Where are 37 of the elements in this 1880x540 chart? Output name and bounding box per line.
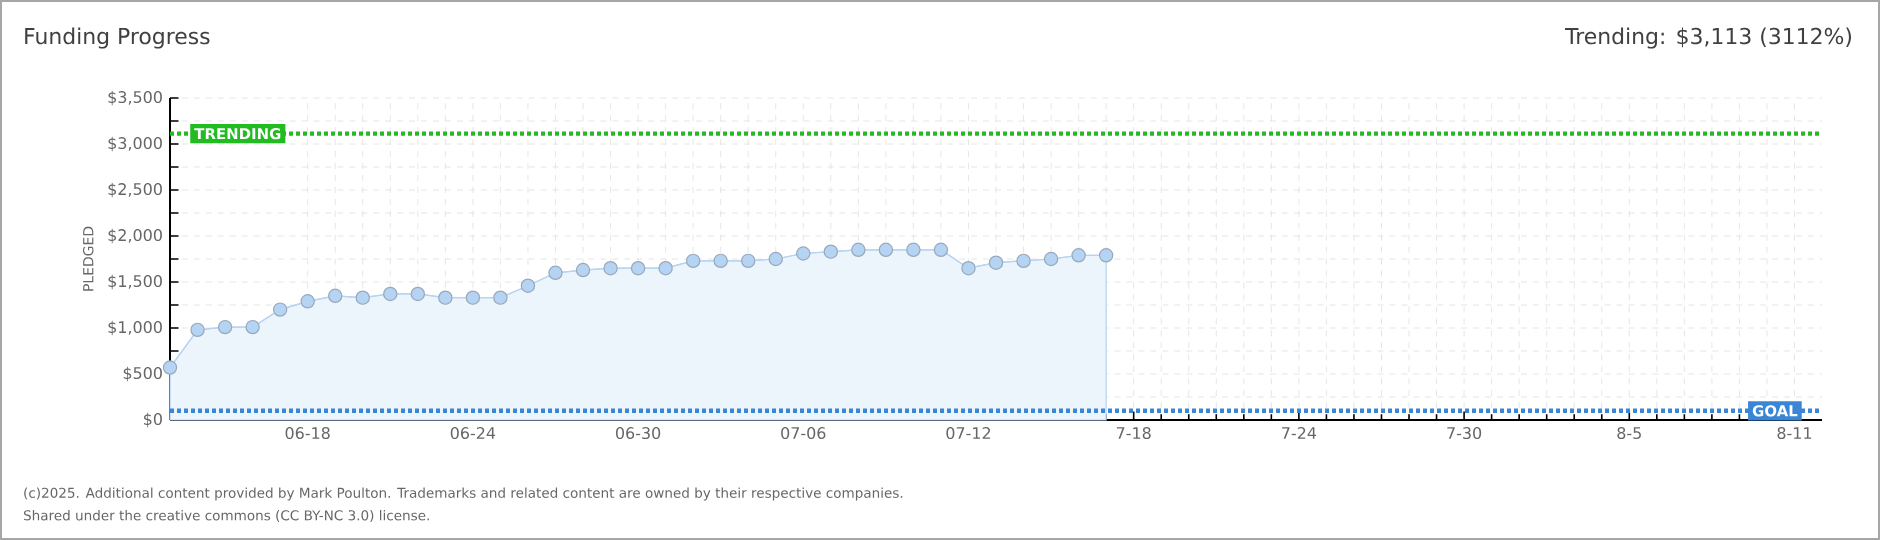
point <box>933 242 949 257</box>
point <box>465 290 481 305</box>
point <box>1098 248 1114 263</box>
point <box>190 322 205 338</box>
point <box>355 290 370 305</box>
point <box>217 319 233 335</box>
point <box>1016 253 1031 269</box>
point <box>328 288 343 303</box>
point <box>520 278 536 293</box>
point <box>988 255 1004 270</box>
point <box>851 242 866 257</box>
point <box>383 286 398 302</box>
point <box>300 294 315 309</box>
point <box>245 319 260 335</box>
point <box>438 290 453 305</box>
point <box>906 242 921 257</box>
point <box>548 265 563 280</box>
point <box>410 286 426 302</box>
point <box>685 253 701 269</box>
chart-subtitle: Trending: $3,113 (3112%) <box>1564 27 1852 49</box>
point <box>878 242 894 257</box>
point <box>603 261 618 276</box>
chart-title: Funding Progress <box>25 27 210 49</box>
point <box>162 360 178 375</box>
point <box>1071 248 1086 263</box>
point <box>575 262 591 278</box>
point <box>796 246 811 261</box>
point <box>823 244 839 259</box>
point <box>272 302 288 317</box>
point <box>768 251 783 267</box>
point <box>1043 251 1059 267</box>
point <box>741 253 756 269</box>
point <box>630 261 646 276</box>
point <box>961 261 976 276</box>
point <box>713 253 728 269</box>
point <box>658 261 673 276</box>
point <box>493 290 508 305</box>
